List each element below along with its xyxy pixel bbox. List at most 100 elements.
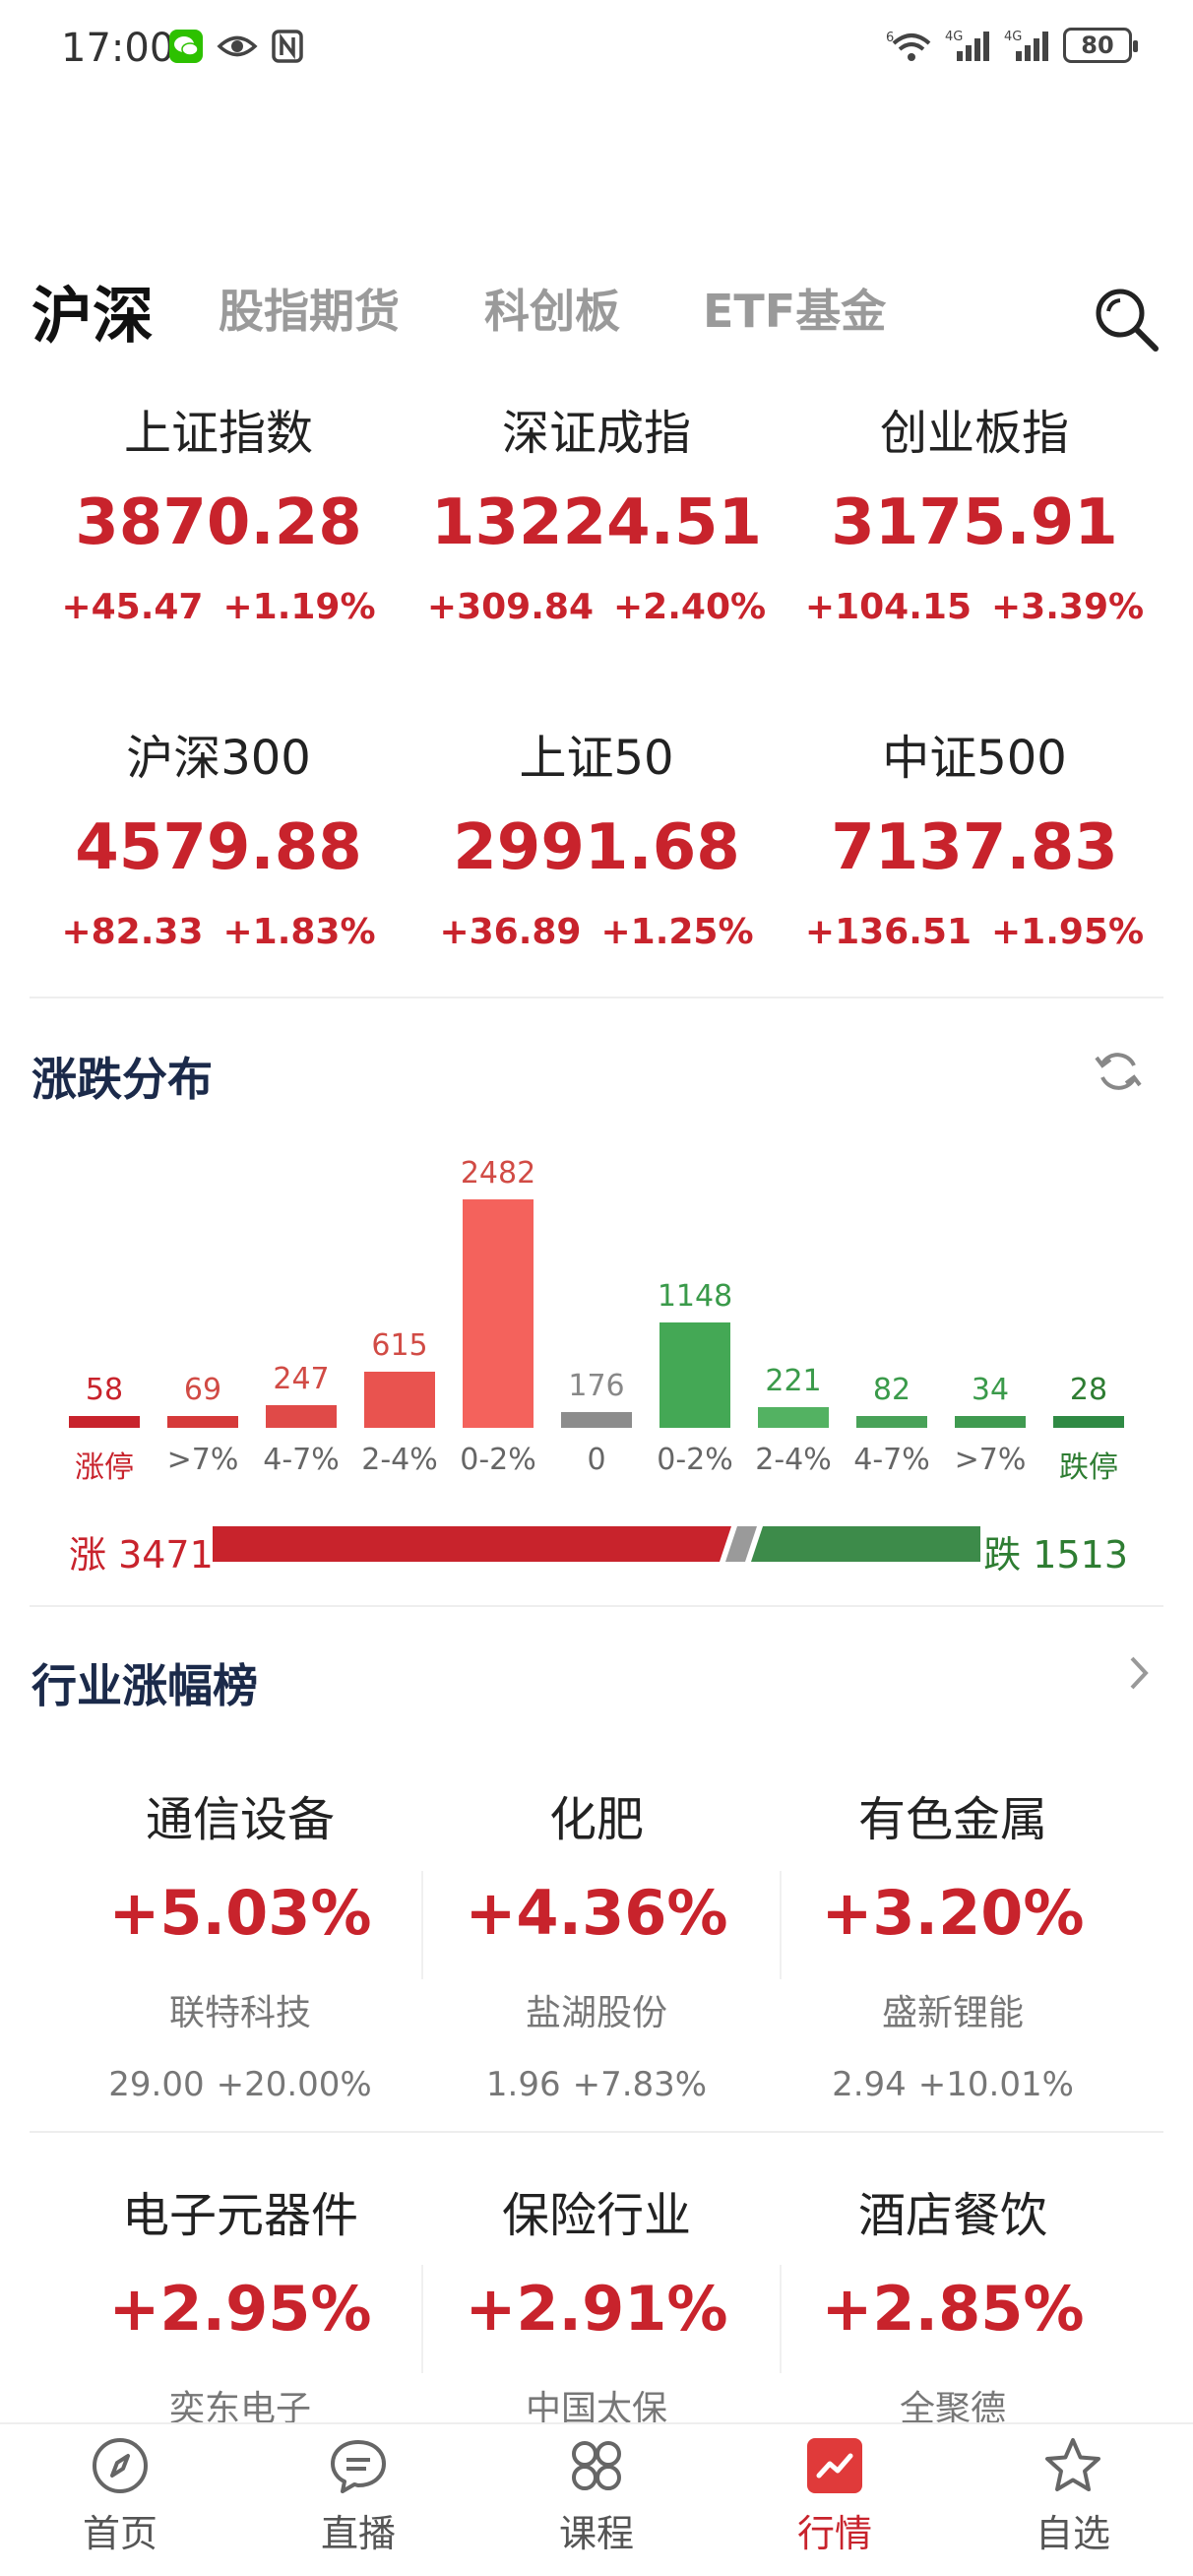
signal-4g-icon: 4G	[945, 30, 989, 61]
nfc-icon	[272, 30, 303, 63]
index-pct: +1.25%	[600, 912, 754, 952]
bar	[955, 1416, 1026, 1428]
bar-category-label: 0	[587, 1443, 606, 1477]
index-card[interactable]: 上证指数 3870.28 +45.47 +1.19%	[22, 394, 415, 627]
bar-value-label: 69	[183, 1373, 222, 1407]
nav-item-market[interactable]: 行情	[766, 2434, 904, 2557]
bar-category-label: >7%	[954, 1443, 1027, 1477]
chevron-right-icon[interactable]	[1124, 1650, 1154, 1707]
chart-icon	[807, 2438, 862, 2493]
industry-card[interactable]: 通信设备 +5.03% 联特科技 29.00 +20.00%	[63, 1780, 417, 2104]
nav-item-watchlist[interactable]: 自选	[1004, 2434, 1142, 2557]
chat-bubble-icon	[331, 2440, 386, 2493]
index-card[interactable]: 创业板指 3175.91 +104.15 +3.39%	[778, 394, 1171, 627]
up-down-ratio-bar: 涨 3471 跌 1513	[0, 1516, 1193, 1577]
compass-icon	[93, 2438, 148, 2493]
up-count-label: 涨 3471	[69, 1533, 214, 1577]
tab-etf-fund[interactable]: ETF基金	[703, 285, 887, 338]
industry-name: 有色金属	[857, 1792, 1047, 1847]
bar-column: 1148 0-2%	[646, 1142, 744, 1497]
bar-column: 221 2-4%	[744, 1142, 843, 1497]
down-count-label: 跌 1513	[983, 1533, 1128, 1577]
industry-card[interactable]: 化肥 +4.36% 盐湖股份 1.96 +7.83%	[419, 1780, 774, 2104]
index-name: 创业板指	[879, 406, 1069, 461]
bar	[69, 1416, 140, 1428]
bar	[266, 1405, 337, 1428]
leading-stock-price: 2.94	[832, 2065, 907, 2104]
divider	[30, 2131, 1163, 2133]
industry-name: 化肥	[548, 1792, 644, 1847]
nav-item-courses[interactable]: 课程	[528, 2434, 665, 2557]
status-time: 17:00	[61, 26, 175, 71]
bar-category-label: >7%	[166, 1443, 239, 1477]
nav-item-live[interactable]: 直播	[289, 2434, 427, 2557]
battery-indicator: 80	[1063, 28, 1138, 63]
industry-name: 通信设备	[145, 1792, 335, 1847]
bar	[561, 1412, 632, 1428]
bar-column: 69 >7%	[154, 1142, 252, 1497]
leading-stock-price: 1.96	[485, 2065, 561, 2104]
bar-value-label: 34	[971, 1373, 1010, 1407]
bar	[856, 1416, 927, 1428]
distribution-chart: 58 涨停 69 >7% 247 4-7% 615 2-4% 2482 0-2% 176 0 1148 0…	[0, 1142, 1193, 1497]
industry-card[interactable]: 有色金属 +3.20% 盛新锂能 2.94 +10.01%	[776, 1780, 1130, 2104]
leading-stock-pct: +10.01%	[917, 2065, 1074, 2104]
industry-card[interactable]: 保险行业 +2.91% 中国太保	[419, 2176, 774, 2431]
index-value: 7137.83	[831, 811, 1118, 884]
eye-icon	[217, 35, 258, 57]
search-icon[interactable]	[1089, 282, 1163, 356]
nav-label: 直播	[320, 2512, 396, 2555]
tab-index-futures[interactable]: 股指期货	[219, 285, 400, 338]
index-card[interactable]: 中证500 7137.83 +136.51 +1.95%	[778, 719, 1171, 952]
index-change: +36.89	[439, 912, 582, 952]
industry-card[interactable]: 酒店餐饮 +2.85% 全聚德	[776, 2176, 1130, 2431]
index-pct: +1.83%	[222, 912, 376, 952]
index-card[interactable]: 深证成指 13224.51 +309.84 +2.40%	[400, 394, 793, 627]
industry-name: 酒店餐饮	[857, 2188, 1047, 2243]
bar	[1053, 1416, 1124, 1428]
bar-value-label: 58	[85, 1373, 124, 1407]
index-pct: +1.19%	[222, 587, 376, 627]
leading-stock-pct: +7.83%	[572, 2065, 708, 2104]
bar-column: 176 0	[547, 1142, 646, 1497]
tab-star-market[interactable]: 科创板	[484, 285, 620, 338]
divider	[780, 1871, 782, 1979]
index-name: 深证成指	[501, 406, 691, 461]
tab-hushen[interactable]: 沪深	[31, 280, 155, 352]
leading-stock-pct: +20.00%	[216, 2065, 372, 2104]
industry-card[interactable]: 电子元器件 +2.95% 奕东电子	[63, 2176, 417, 2431]
nav-label: 首页	[82, 2512, 157, 2555]
refresh-icon[interactable]	[1091, 1044, 1146, 1099]
bar-value-label: 82	[872, 1373, 911, 1407]
industry-name: 保险行业	[501, 2188, 691, 2243]
bar-value-label: 221	[765, 1364, 822, 1398]
index-card[interactable]: 沪深300 4579.88 +82.33 +1.83%	[22, 719, 415, 952]
index-value: 3175.91	[831, 486, 1118, 559]
industry-pct: +2.91%	[465, 2273, 728, 2345]
bar-category-label: 跌停	[1059, 1450, 1118, 1485]
divider	[30, 997, 1163, 998]
grid-icon	[572, 2441, 621, 2490]
index-card[interactable]: 上证50 2991.68 +36.89 +1.25%	[400, 719, 793, 952]
bar-value-label: 176	[568, 1369, 625, 1403]
bar-category-label: 2-4%	[361, 1443, 438, 1477]
nav-label: 自选	[1035, 2512, 1110, 2555]
index-change: +309.84	[426, 587, 595, 627]
bar-category-label: 0-2%	[657, 1443, 733, 1477]
index-pct: +3.39%	[991, 587, 1145, 627]
industry-pct: +2.95%	[108, 2273, 372, 2345]
index-value: 4579.88	[75, 811, 362, 884]
leading-stock-name: 联特科技	[168, 1993, 311, 2033]
nav-item-home[interactable]: 首页	[51, 2434, 189, 2557]
bar-category-label: 4-7%	[853, 1443, 930, 1477]
index-change: +45.47	[61, 587, 204, 627]
up-ratio-segment	[213, 1526, 731, 1562]
bar-column: 28 跌停	[1039, 1142, 1138, 1497]
index-pct: +2.40%	[613, 587, 767, 627]
index-value: 13224.51	[430, 486, 763, 559]
index-value: 3870.28	[75, 486, 362, 559]
svg-text:6: 6	[886, 31, 894, 45]
flat-ratio-segment	[725, 1526, 757, 1562]
divider	[780, 2265, 782, 2373]
section-title-industry[interactable]: 行业涨幅榜	[31, 1659, 258, 1712]
